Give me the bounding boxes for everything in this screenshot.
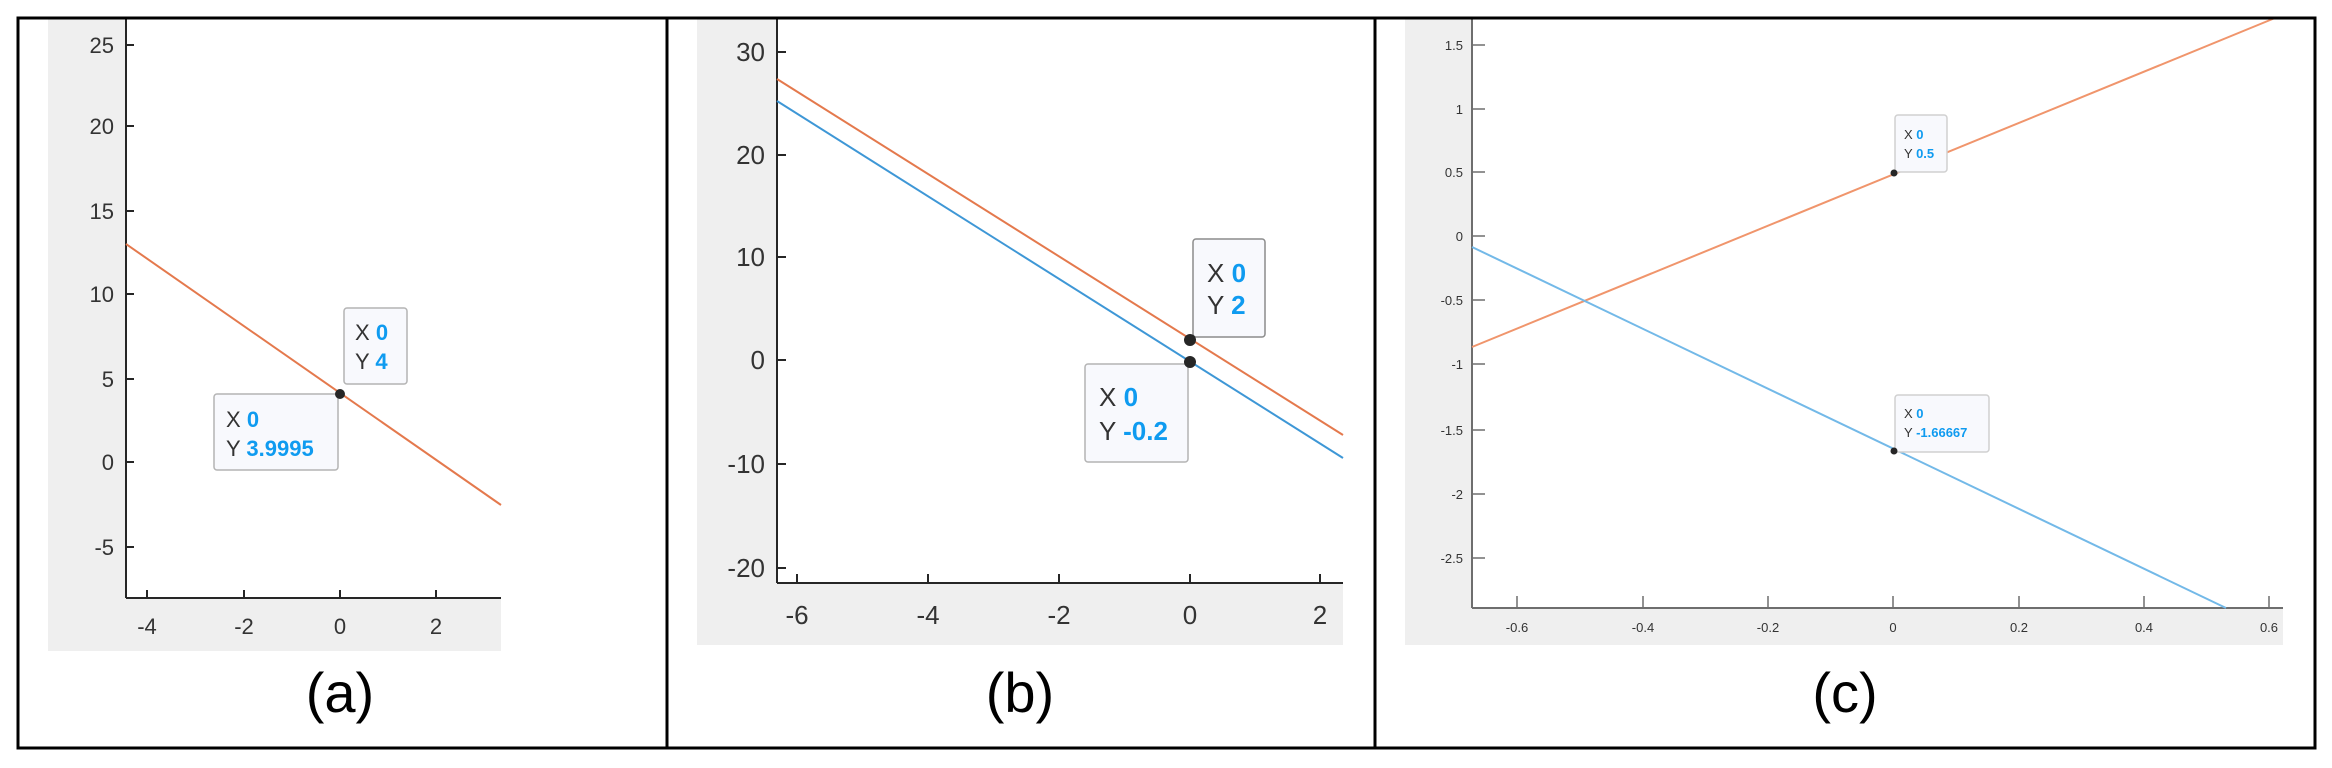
- y-ticks: [126, 44, 134, 548]
- y-tick-label: 0: [751, 345, 765, 375]
- svg-text:X 0: X 0: [226, 407, 259, 432]
- series-line-orange: [776, 78, 1344, 436]
- svg-text:X 0: X 0: [1207, 258, 1246, 288]
- panel-b: 30 20 10 0 -10 -20 -6 -4 -2 0 2 X 0 Y 2: [697, 18, 1344, 724]
- series-line-orange: [125, 243, 502, 506]
- series-line-blue: [776, 100, 1344, 459]
- x-ticks: [1516, 596, 2270, 608]
- plot-area: [1472, 18, 2283, 608]
- y-tick-label: -2: [1451, 487, 1463, 502]
- panel-label: (c): [1812, 661, 1877, 724]
- y-tick-label: 1: [1456, 102, 1463, 117]
- x-tick-label: 2: [1313, 600, 1327, 630]
- data-point-marker[interactable]: [1184, 356, 1196, 368]
- data-point-marker[interactable]: [1890, 447, 1898, 455]
- panel-c: 1.5 1 0.5 0 -0.5 -1 -1.5 -2 -2.5 -0.6 -0…: [1405, 17, 2283, 724]
- x-tick-label: 0: [334, 614, 346, 639]
- y-tick-label: 10: [736, 242, 765, 272]
- y-tick-label: 10: [90, 282, 114, 307]
- x-tick-label: 0: [1889, 620, 1896, 635]
- x-tick-label: 2: [430, 614, 442, 639]
- svg-text:Y 4: Y 4: [355, 349, 388, 374]
- y-tick-label: -20: [727, 553, 765, 583]
- y-tick-label: 20: [736, 140, 765, 170]
- y-tick-labels: 25 20 15 10 5 0 -5: [90, 33, 114, 560]
- y-ticks: [777, 51, 786, 569]
- x-tick-label: -2: [234, 614, 254, 639]
- datatip[interactable]: X 0 Y -1.66667: [1894, 394, 1990, 453]
- y-tick-labels: 30 20 10 0 -10 -20: [727, 37, 765, 583]
- y-tick-label: -10: [727, 449, 765, 479]
- svg-text:X 0: X 0: [1099, 382, 1138, 412]
- x-tick-labels: -0.6 -0.4 -0.2 0 0.2 0.4 0.6: [1506, 620, 2278, 635]
- y-tick-label: -5: [94, 535, 114, 560]
- x-tick-label: -4: [916, 600, 939, 630]
- x-tick-label: 0.6: [2260, 620, 2278, 635]
- svg-text:Y -0.2: Y -0.2: [1099, 416, 1168, 446]
- y-tick-label: 1.5: [1445, 38, 1463, 53]
- x-tick-label: -0.4: [1632, 620, 1654, 635]
- x-tick-label: -2: [1047, 600, 1070, 630]
- data-point-marker[interactable]: [1890, 169, 1898, 177]
- panel-label: (b): [986, 661, 1054, 724]
- svg-text:Y 3.9995: Y 3.9995: [226, 436, 314, 461]
- x-tick-label: 0.2: [2010, 620, 2028, 635]
- plot-area: [126, 18, 501, 598]
- data-point-marker[interactable]: [1184, 334, 1196, 346]
- datatip[interactable]: X 0 Y 0.5: [1894, 114, 1948, 173]
- x-tick-label: -4: [137, 614, 157, 639]
- svg-text:X 0: X 0: [1904, 127, 1924, 142]
- datatip[interactable]: X 0 Y 3.9995: [213, 393, 339, 471]
- series-line-orange: [1471, 17, 2276, 348]
- data-point-marker[interactable]: [335, 389, 345, 399]
- datatip[interactable]: X 0 Y 4: [343, 307, 408, 385]
- y-tick-label: -0.5: [1441, 293, 1463, 308]
- y-tick-label: -1.5: [1441, 423, 1463, 438]
- svg-text:Y 0.5: Y 0.5: [1904, 146, 1934, 161]
- x-ticks: [796, 574, 1321, 583]
- svg-text:Y 2: Y 2: [1207, 290, 1246, 320]
- y-ticks: [1472, 44, 1485, 559]
- datatip[interactable]: X 0 Y -0.2: [1084, 363, 1189, 463]
- x-tick-label: -6: [785, 600, 808, 630]
- y-tick-label: 0: [102, 450, 114, 475]
- series-line-blue: [1471, 246, 2227, 609]
- svg-text:Y -1.66667: Y -1.66667: [1904, 425, 1967, 440]
- y-tick-label: -2.5: [1441, 551, 1463, 566]
- svg-text:X 0: X 0: [1904, 406, 1924, 421]
- y-tick-label: 5: [102, 367, 114, 392]
- y-tick-label: 30: [736, 37, 765, 67]
- x-ticks: [146, 590, 437, 598]
- svg-text:X 0: X 0: [355, 320, 388, 345]
- y-tick-label: 0.5: [1445, 165, 1463, 180]
- x-tick-label: -0.2: [1757, 620, 1779, 635]
- y-tick-label: 0: [1456, 229, 1463, 244]
- x-tick-label: -0.6: [1506, 620, 1528, 635]
- x-tick-label: 0: [1183, 600, 1197, 630]
- datatip[interactable]: X 0 Y 2: [1192, 238, 1266, 338]
- y-tick-label: -1: [1451, 357, 1463, 372]
- y-tick-label: 20: [90, 114, 114, 139]
- y-tick-labels: 1.5 1 0.5 0 -0.5 -1 -1.5 -2 -2.5: [1441, 38, 1463, 566]
- y-tick-label: 25: [90, 33, 114, 58]
- panel-a: 25 20 15 10 5 0 -5 -4 -2 0 2 X 0 Y 4: [48, 18, 502, 724]
- panel-label: (a): [306, 661, 374, 724]
- figure-border: [16, 16, 2317, 750]
- x-tick-labels: -4 -2 0 2: [137, 614, 442, 639]
- y-tick-label: 15: [90, 199, 114, 224]
- x-tick-labels: -6 -4 -2 0 2: [785, 600, 1327, 630]
- x-tick-label: 0.4: [2135, 620, 2153, 635]
